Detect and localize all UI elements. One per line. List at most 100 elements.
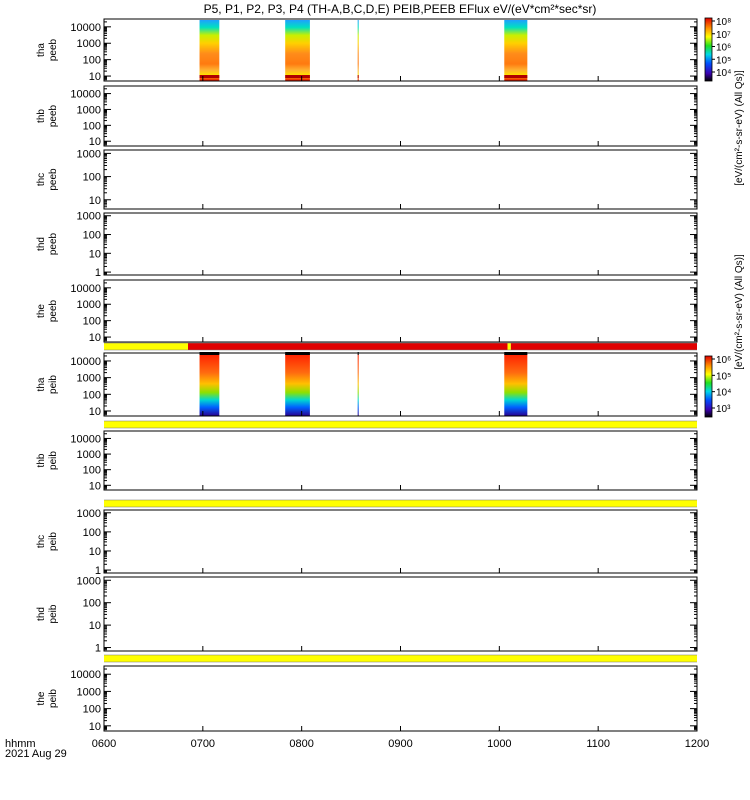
panel-thb-peeb: 10000 1000 100 10 thb peeb	[36, 85, 698, 148]
figure-title: P5, P1, P2, P3, P4 (TH-A,B,C,D,E) PEIB,P…	[204, 2, 597, 16]
y-tick-label: 10	[89, 620, 101, 632]
y-tick-label: 100	[83, 316, 101, 328]
y-tick-label: 100	[83, 120, 101, 132]
y-tick-label: 1000	[77, 575, 101, 587]
y-tick-label: 10	[89, 195, 101, 207]
y-tick-label: 1	[95, 643, 101, 655]
y-tick-label: 10	[89, 248, 101, 260]
panel-tha-peib: 10000 1000 100 10 tha peib	[36, 352, 698, 418]
segment-edge-4	[504, 75, 528, 78]
panel-thd-peeb: 1000 100 10 1 thd peeb	[36, 211, 698, 279]
y-tick-label: 1000	[77, 211, 101, 223]
y-tick-label: 1	[95, 267, 101, 279]
y-tick-label: 100	[83, 389, 101, 401]
time-tick-label: 0900	[388, 738, 412, 750]
panel-ylabel-probe: tha	[36, 377, 47, 391]
colorbar-tick-label: 10⁵	[716, 55, 731, 66]
panel-ylabel-product: peeb	[48, 232, 59, 255]
colorbar-tick-label: 10⁵	[716, 371, 731, 382]
y-tick-label: 10	[89, 71, 101, 83]
panel-frame	[103, 576, 698, 652]
y-tick-label: 10000	[70, 283, 101, 295]
y-tick-label: 1000	[77, 38, 101, 50]
panel-frame	[103, 430, 698, 491]
segment-edge-3	[357, 75, 359, 78]
panel-ylabel-product: peib	[48, 689, 59, 708]
y-tick-label: 1000	[77, 508, 101, 520]
status-bar-segment	[188, 343, 508, 350]
status-bar-2	[104, 420, 697, 429]
panel-ylabel-probe: thd	[36, 607, 47, 621]
panel-ylabel-probe: thc	[36, 173, 47, 186]
y-tick-label: 1000	[77, 686, 101, 698]
panel-ylabel-probe: thb	[36, 453, 47, 467]
panel-tha-peeb: 10000 1000 100 10 tha peeb	[36, 18, 698, 83]
time-axis: 0600 0700 0800 0900 1000 1100 1200 hhmm 2021 A…	[5, 738, 709, 760]
panel-frame	[103, 149, 698, 210]
status-bar-segment	[104, 655, 697, 662]
panel-frame	[103, 665, 698, 732]
y-tick-label: 10	[89, 406, 101, 418]
y-tick-label: 100	[83, 230, 101, 242]
y-tick-label: 100	[83, 704, 101, 716]
y-tick-label: 10	[89, 480, 101, 492]
status-bar-segment	[507, 343, 511, 350]
y-tick-label: 100	[83, 172, 101, 184]
colorbar-label: [eV/(cm²-s-sr-eV) (All Qs)]	[734, 254, 745, 370]
y-tick-label: 100	[83, 465, 101, 477]
panel-frame	[103, 212, 698, 276]
spectrum-segment-1	[199, 20, 220, 81]
panel-the-peib: 10000 1000 100 10 the peib	[36, 665, 698, 733]
colorbar-tick-label: 10⁴	[716, 388, 731, 399]
status-bars-group	[104, 342, 697, 663]
y-tick-label: 10	[89, 721, 101, 733]
status-bar-segment	[510, 343, 697, 350]
panel-ylabel-probe: thc	[36, 535, 47, 548]
colorbar-tick-label: 10⁴	[716, 68, 731, 79]
y-tick-label: 10000	[70, 22, 101, 34]
y-tick-label: 100	[83, 598, 101, 610]
y-tick-label: 1000	[77, 148, 101, 160]
y-tick-label: 10	[89, 332, 101, 344]
spectrum-segment-3	[357, 354, 359, 416]
colorbar-label: [eV/(cm²-s-sr-eV) (All Qs)]	[734, 70, 745, 186]
y-tick-label: 10	[89, 136, 101, 148]
y-tick-label: 100	[83, 527, 101, 539]
y-tick-label: 1000	[77, 373, 101, 385]
colorbar-tick-label: 10³	[716, 404, 731, 415]
panel-frame	[103, 279, 698, 343]
y-tick-label: 1000	[77, 449, 101, 461]
y-tick-label: 1	[95, 565, 101, 577]
panel-ylabel-product: peeb	[48, 104, 59, 127]
panel-frame	[103, 509, 698, 574]
y-tick-label: 1000	[77, 104, 101, 116]
panel-ylabel-probe: thd	[36, 237, 47, 251]
colorbar-tick-label: 10⁸	[716, 17, 731, 28]
time-tick-label: 1200	[685, 738, 709, 750]
panel-thc-peib: 1000 100 10 1 thc peib	[36, 508, 698, 577]
status-bar-4	[104, 654, 697, 663]
time-axis-label: hhmm	[5, 738, 36, 750]
status-bar-1	[104, 342, 697, 351]
spectrum-segment-2	[285, 354, 310, 416]
y-tick-label: 1000	[77, 299, 101, 311]
segment-edge-2	[285, 75, 310, 78]
panel-frame	[103, 85, 698, 147]
panel-ylabel-product: peib	[48, 451, 59, 470]
time-tick-label: 0800	[289, 738, 313, 750]
colorbar-tick-label: 10⁶	[716, 355, 731, 366]
y-tick-label: 10000	[70, 669, 101, 681]
spectrum-segment-3	[357, 20, 359, 81]
panel-ylabel-product: peeb	[48, 299, 59, 322]
colorbar-scale	[704, 355, 713, 418]
colorbar-tick-label: 10⁷	[716, 30, 731, 41]
spectrum-segment-1	[199, 354, 220, 416]
colorbar-tick-label: 10⁶	[716, 43, 731, 54]
panel-thd-peib: 1000 100 10 1 thd peib	[36, 575, 698, 655]
panel-ylabel-product: peeb	[48, 38, 59, 61]
y-tick-label: 10	[89, 546, 101, 558]
y-tick-label: 10000	[70, 356, 101, 368]
segment-edge-1	[199, 75, 220, 78]
